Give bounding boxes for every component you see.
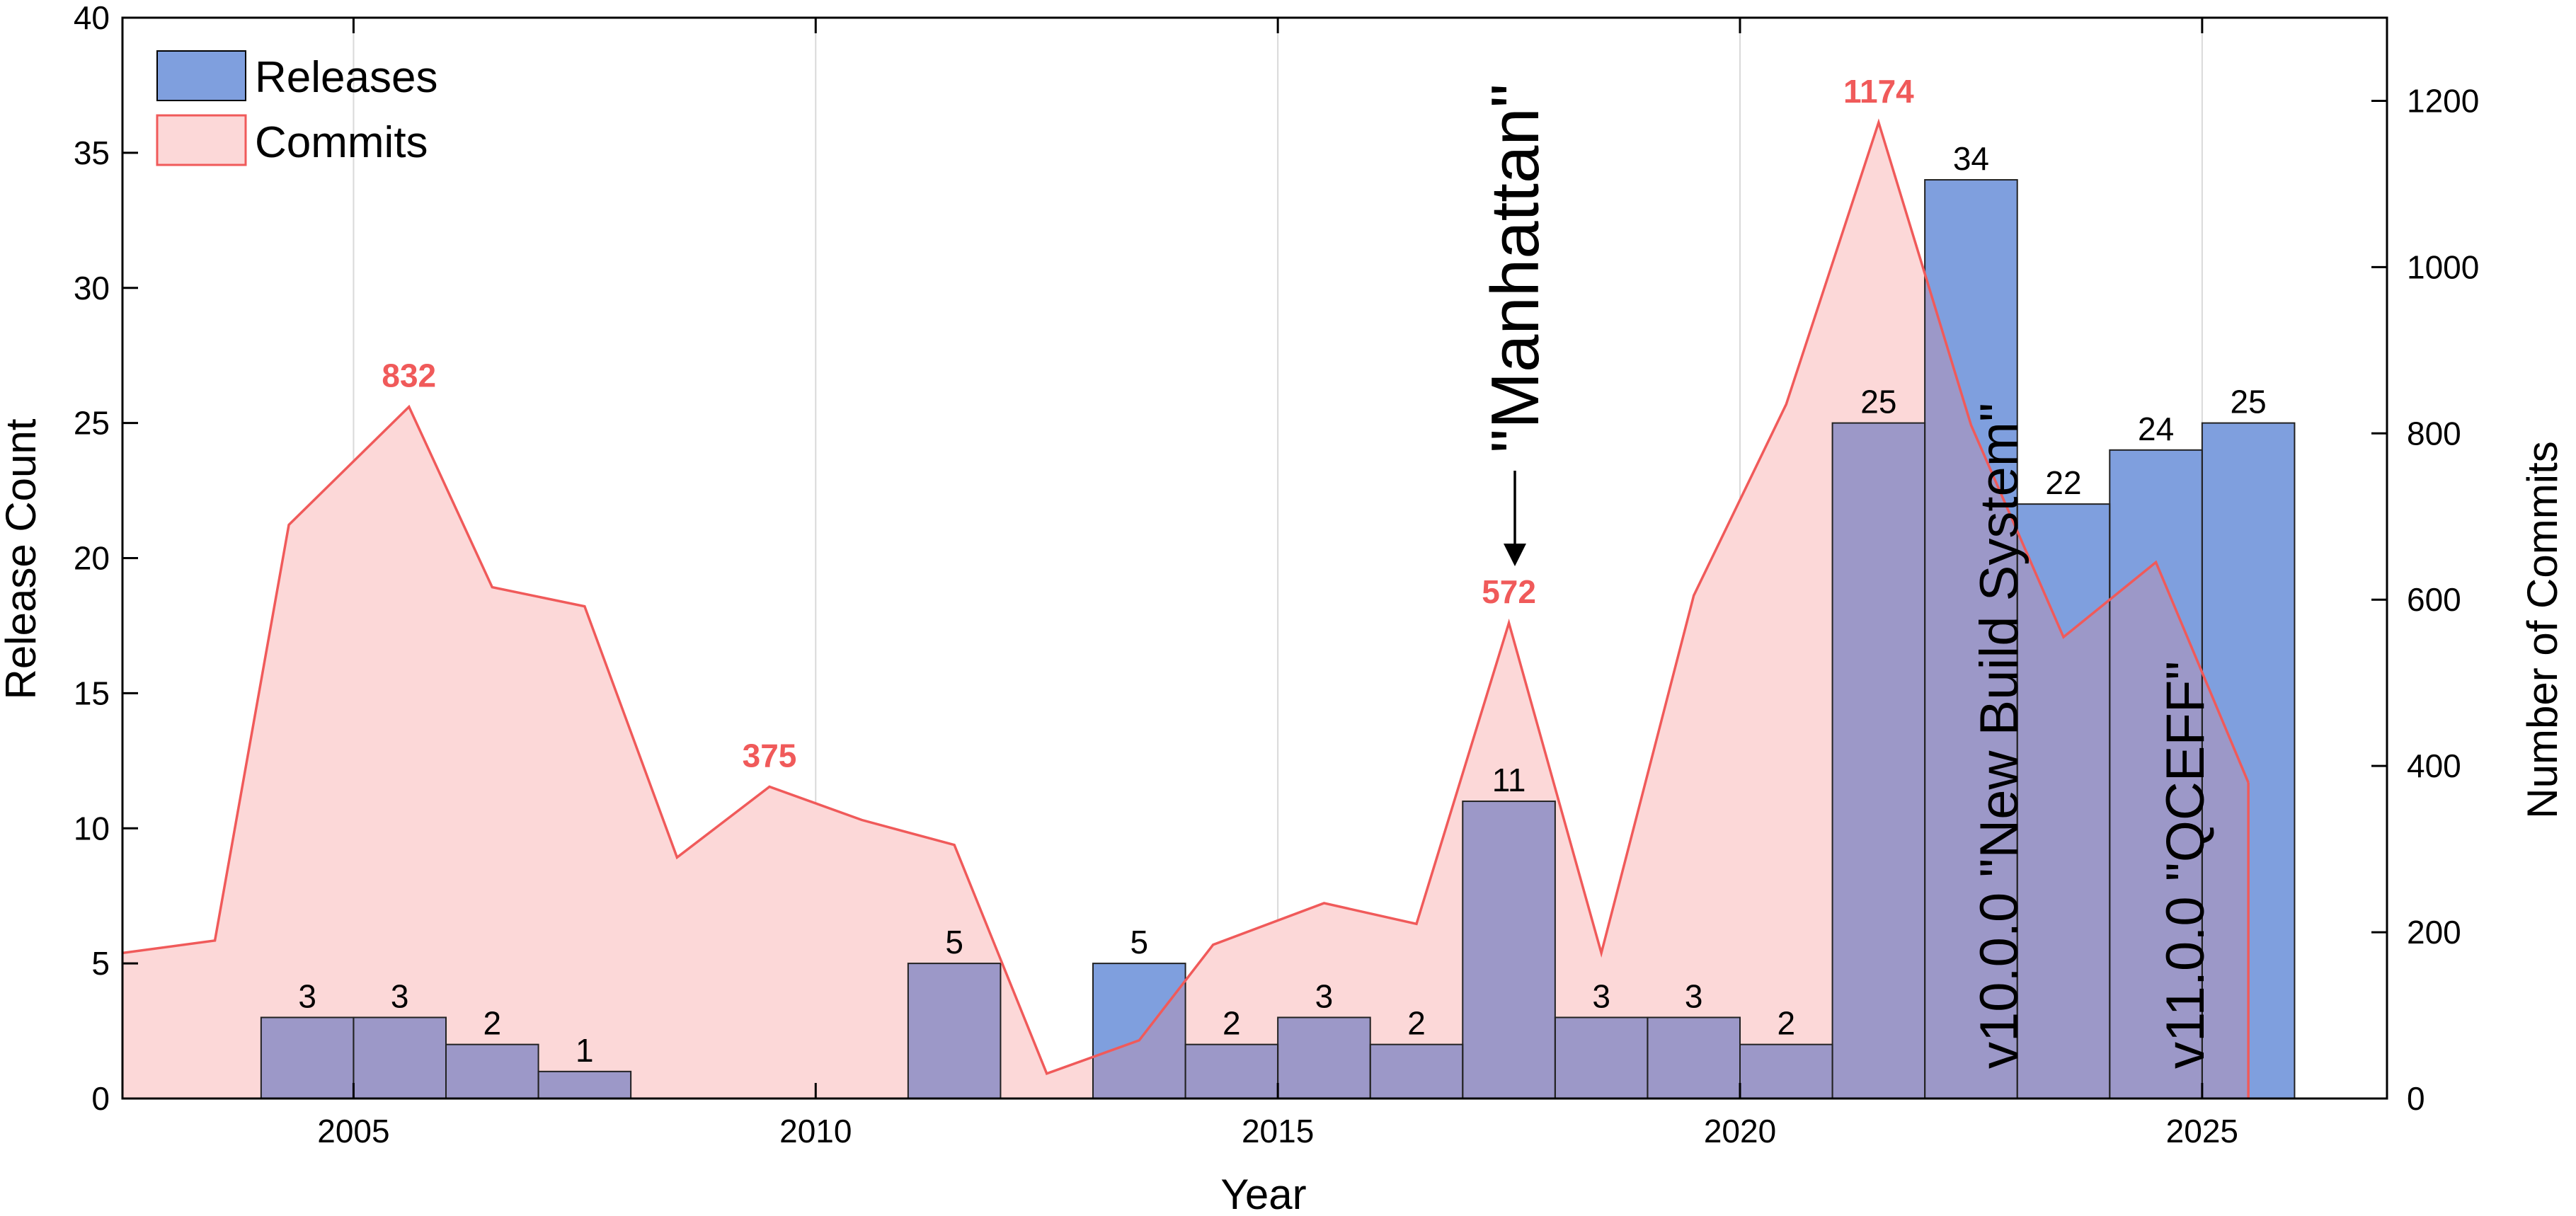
bar-value-label-2: 2 [483,1005,501,1042]
release-bar-overlap-6 [1185,1044,1278,1099]
bar-value-label-5: 5 [1130,924,1148,960]
release-bar-overlap-8 [1370,1044,1463,1099]
x-tick-label-2020: 2020 [1704,1113,1776,1149]
manhattan-annotation: "Manhattan" [1477,84,1553,566]
x-tick-label-2010: 2010 [779,1113,852,1149]
release-bar-overlap-12 [1740,1044,1833,1099]
commit-peak-label-1: 375 [743,738,797,774]
bar-value-label-15: 22 [2045,464,2081,501]
y-right-tick-label-1000: 1000 [2407,248,2479,285]
bar-value-label-1: 3 [391,977,409,1014]
x-tick-label-2015: 2015 [1242,1113,1314,1149]
legend-label-commits: Commits [255,118,428,167]
x-tick-label-2025: 2025 [2166,1113,2238,1149]
commit-peak-labels: 832 375 572 1174 [382,73,1914,774]
release-bar-overlap-10 [1555,1017,1648,1099]
bar-value-label-4: 5 [945,924,963,960]
bar-value-label-11: 3 [1685,977,1703,1014]
release-bar-overlap-7 [1278,1017,1370,1099]
y-left-tick-label-25: 25 [74,405,110,442]
y-left-tick-label-35: 35 [74,134,110,171]
release-bar-overlap-2 [446,1044,539,1099]
legend-label-releases: Releases [255,53,437,102]
manhattan-arrow-head [1504,544,1526,566]
release-bar-overlap-9 [1462,801,1555,1099]
bar-value-label-7: 3 [1315,977,1334,1014]
release-bar-overlap-1 [353,1017,446,1099]
y-axis-left-title: Release Count [0,418,45,699]
release-bar-overlap-11 [1647,1017,1740,1099]
y-right-tick-label-0: 0 [2407,1080,2425,1117]
commits-line-layer [122,118,2250,1099]
bar-value-label-17: 25 [2231,384,2267,420]
y-left-tick-label-5: 5 [91,945,110,982]
release-bar-overlap-4 [908,963,1001,1099]
axis-ticks: 2005 2010 2015 2020 202505101520253035400200… [74,0,2480,1149]
bar-value-label-3: 1 [576,1032,594,1069]
y-left-tick-label-40: 40 [74,0,110,36]
legend-swatch-commits [156,114,247,166]
release-bar-overlap-3 [538,1071,631,1099]
y-left-tick-label-10: 10 [74,810,110,847]
bar-value-label-13: 25 [1860,384,1896,420]
y-left-tick-label-0: 0 [91,1080,110,1117]
bar-value-label-9: 11 [1492,762,1526,798]
y-left-tick-label-30: 30 [74,270,110,306]
y-right-tick-label-200: 200 [2407,914,2461,951]
bar-value-label-8: 2 [1407,1005,1426,1042]
bar-value-label-0: 3 [298,977,316,1014]
bar-value-label-16: 24 [2138,411,2174,447]
y-right-tick-label-600: 600 [2407,581,2461,618]
x-tick-label-2005: 2005 [317,1113,389,1149]
legend: Releases Commits [156,50,437,167]
bar-value-label-10: 3 [1592,977,1610,1014]
y-left-tick-label-15: 15 [74,675,110,711]
x-axis-title: Year [1220,1171,1306,1216]
commit-peak-label-3: 1174 [1843,73,1914,110]
y-right-tick-label-400: 400 [2407,747,2461,784]
bar-value-label-14: 34 [1953,140,1989,177]
commit-peak-label-0: 832 [382,357,436,394]
v11-annotation: v11.0.0 "QCEFF" [2156,661,2216,1069]
v10-annotation: v10.0.0 "New Build System" [1969,403,2030,1069]
commits-line [122,118,2250,1075]
y-axis-right-title: Number of Commits [2519,441,2566,818]
commits-area [122,122,2249,1099]
legend-swatch-releases [156,50,246,101]
release-bar-overlap-13 [1832,423,1925,1099]
bar-value-label-6: 2 [1223,1005,1241,1042]
release-bar-overlap-0 [261,1017,354,1099]
bar-value-labels: 3 3 2 1 5 5 2 3 2 11 3 3 2 25 34 22 24 25 [298,140,2266,1069]
commits-area-fill [122,122,2249,1099]
manhattan-label: "Manhattan" [1477,84,1553,453]
y-right-tick-label-800: 800 [2407,415,2461,452]
commit-peak-label-2: 572 [1482,573,1536,610]
y-left-tick-label-20: 20 [74,540,110,577]
bar-value-label-12: 2 [1777,1005,1795,1042]
y-right-tick-label-1200: 1200 [2407,82,2479,119]
